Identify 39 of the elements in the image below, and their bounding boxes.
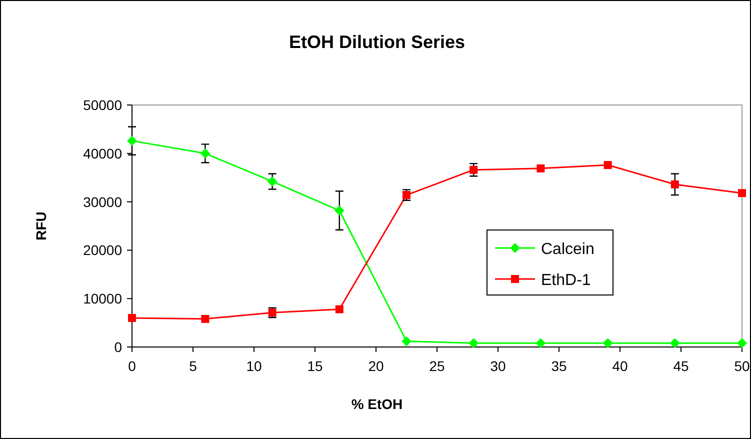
y-tick-label: 0 <box>114 339 122 355</box>
point <box>602 338 613 348</box>
x-tick-label: 35 <box>551 358 567 374</box>
point <box>536 164 545 172</box>
x-tick-label: 45 <box>673 358 689 374</box>
x-tick-label: 50 <box>734 358 750 374</box>
x-tick-label: 20 <box>368 358 384 374</box>
point <box>738 189 746 198</box>
y-tick-label: 50000 <box>83 97 122 113</box>
x-tick-label: 30 <box>490 358 506 374</box>
point <box>200 148 210 158</box>
x-tick-label: 5 <box>189 358 198 374</box>
point <box>670 180 679 188</box>
x-tick-label: 15 <box>307 358 323 374</box>
point <box>670 338 680 348</box>
point <box>604 161 612 170</box>
point <box>267 176 278 186</box>
point <box>201 314 210 323</box>
x-tick-label: 0 <box>128 358 136 374</box>
y-tick-label: 10000 <box>83 290 122 307</box>
point <box>536 338 546 348</box>
y-axis-title: RFU <box>33 212 49 240</box>
point <box>334 206 344 216</box>
point <box>402 336 412 346</box>
chart-title: EtOH Dilution Series <box>288 32 466 52</box>
x-tick-label: 25 <box>429 358 445 374</box>
point <box>128 314 136 322</box>
point <box>335 305 344 314</box>
x-axis-title: % EtOH <box>351 396 403 412</box>
x-tick-label: 10 <box>246 358 262 374</box>
legend-label: Calcein <box>541 241 594 258</box>
legend-label: EthD-1 <box>541 272 591 289</box>
y-tick-label: 20000 <box>83 242 122 258</box>
y-tick-label: 40000 <box>83 145 122 162</box>
point <box>737 338 747 348</box>
point <box>468 338 479 348</box>
x-tick-label: 40 <box>612 358 628 374</box>
point <box>127 136 137 146</box>
y-tick-label: 30000 <box>83 194 122 210</box>
